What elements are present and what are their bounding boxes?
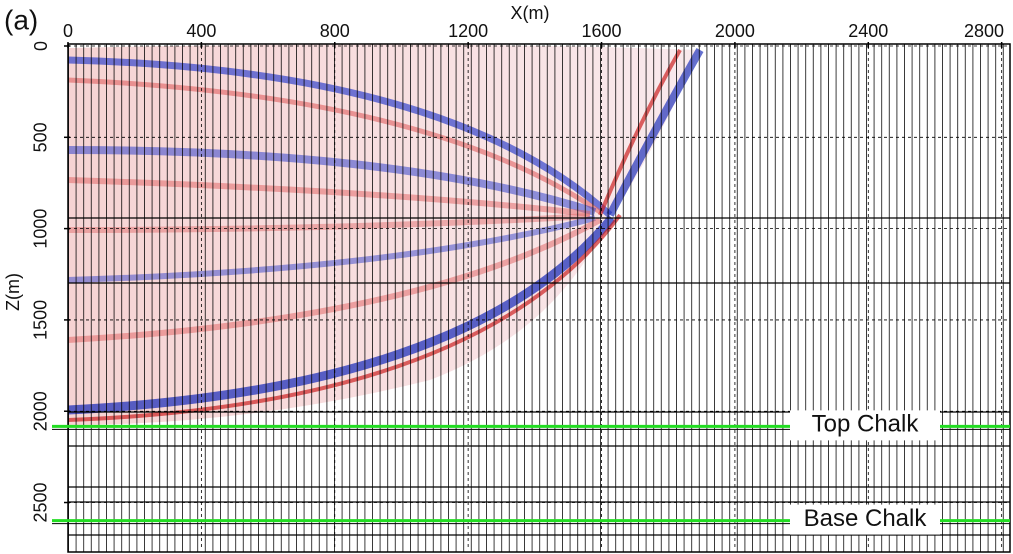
x-tick-label: 0 xyxy=(63,21,73,41)
x-axis-label: X(m) xyxy=(511,3,550,23)
y-tick-label: 2500 xyxy=(31,482,51,522)
x-tick-label: 1600 xyxy=(581,21,621,41)
panel-label: (a) xyxy=(4,4,38,35)
horizon-label: Base Chalk xyxy=(804,505,928,532)
y-tick-label: 500 xyxy=(31,122,51,152)
y-tick-label: 2000 xyxy=(31,391,51,431)
y-axis-label: Z(m) xyxy=(3,273,23,311)
x-tick-label: 2800 xyxy=(964,21,1004,41)
x-tick-label: 2400 xyxy=(848,21,888,41)
horizon-label-box xyxy=(790,410,940,441)
x-tick-label: 2000 xyxy=(715,21,755,41)
x-tick-label: 800 xyxy=(320,21,350,41)
y-tick-label: 1000 xyxy=(31,209,51,249)
horizon-label-box xyxy=(790,504,940,535)
trace-lines xyxy=(68,44,1010,552)
y-tick-label: 0 xyxy=(31,41,51,51)
x-tick-label: 400 xyxy=(186,21,216,41)
x-tick-label: 1200 xyxy=(448,21,488,41)
y-tick-label: 1500 xyxy=(31,300,51,340)
horizon-label: Top Chalk xyxy=(812,411,920,438)
